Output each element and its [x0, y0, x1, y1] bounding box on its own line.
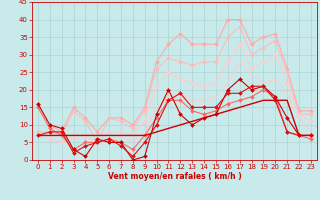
X-axis label: Vent moyen/en rafales ( km/h ): Vent moyen/en rafales ( km/h )	[108, 172, 241, 181]
